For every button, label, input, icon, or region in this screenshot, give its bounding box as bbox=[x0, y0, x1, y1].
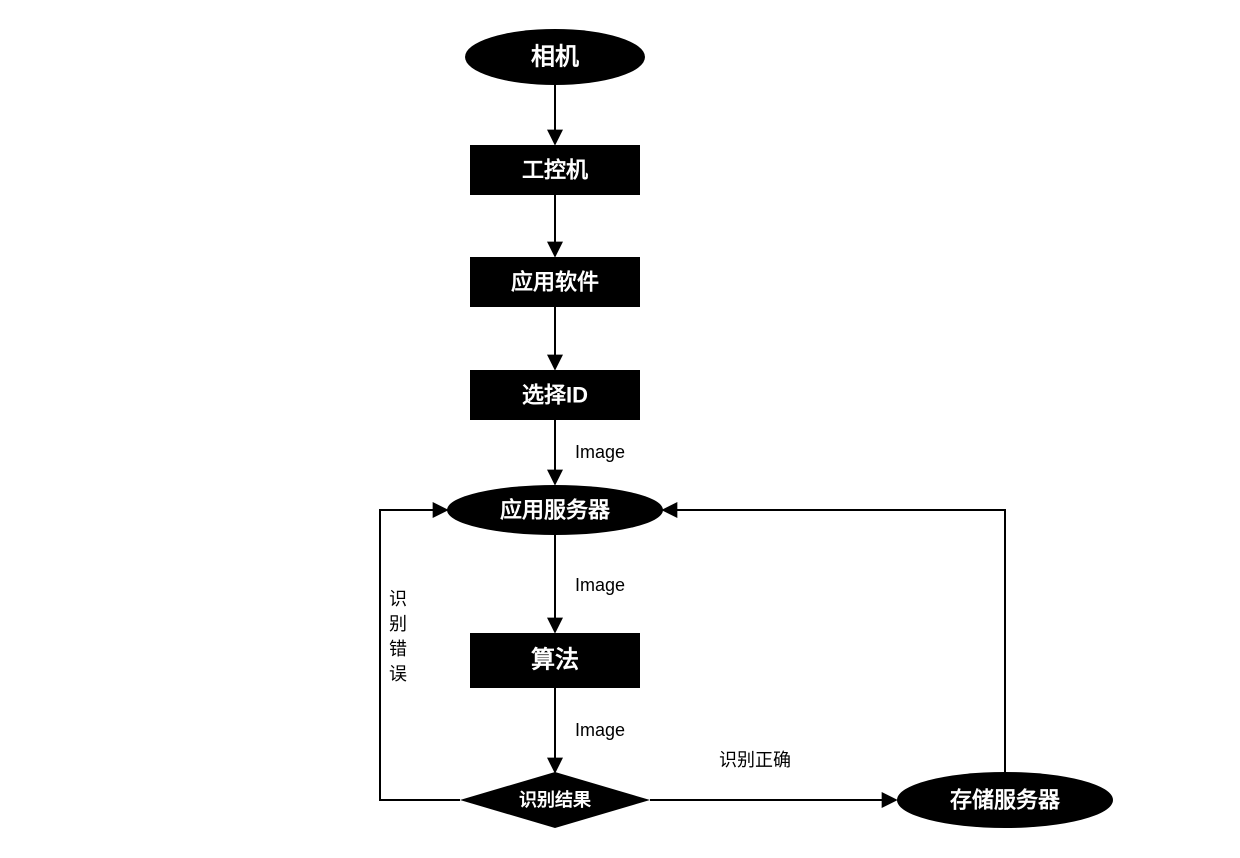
edge-storage-appserver bbox=[664, 510, 1005, 772]
edge-label-image-2: Image bbox=[575, 575, 625, 595]
node-storage-label: 存储服务器 bbox=[950, 788, 1061, 813]
node-appsoft-label: 应用软件 bbox=[511, 270, 599, 295]
svg-text:识: 识 bbox=[389, 589, 407, 609]
edge-label-wrong: 识 别 错 误 bbox=[389, 589, 407, 684]
node-result-label: 识别结果 bbox=[519, 789, 592, 810]
node-ipc-label: 工控机 bbox=[522, 158, 588, 183]
node-appserver-label: 应用服务器 bbox=[500, 498, 611, 523]
svg-text:错: 错 bbox=[389, 639, 407, 659]
node-camera-label: 相机 bbox=[531, 44, 579, 71]
edge-label-image-3: Image bbox=[575, 720, 625, 740]
edge-label-image-1: Image bbox=[575, 442, 625, 462]
edge-label-correct: 识别正确 bbox=[719, 750, 791, 770]
flowchart-canvas: Image Image Image 识别正确 识 别 错 误 相机 工控机 应用… bbox=[0, 0, 1240, 858]
node-algo-label: 算法 bbox=[531, 646, 579, 674]
svg-text:别: 别 bbox=[389, 614, 407, 634]
node-selectid-label: 选择ID bbox=[522, 383, 588, 408]
svg-text:误: 误 bbox=[389, 664, 407, 684]
